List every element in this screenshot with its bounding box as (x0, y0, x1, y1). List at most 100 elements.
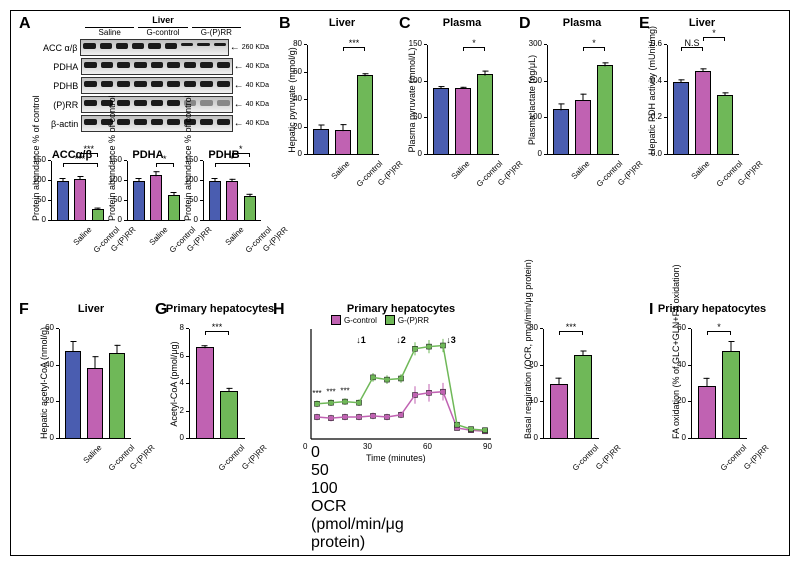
blot-arrow: ← (233, 80, 244, 91)
ylabel: Acetyl-CoA (pmol/μg) (169, 329, 179, 439)
blot-arrow: ← (233, 61, 244, 72)
blot-arrow: ← (233, 99, 244, 110)
bar (553, 109, 569, 155)
panelA-quant-1: 050100150SalineG-controlG-(P)RRProtein a… (127, 161, 185, 221)
significance-marker: * (156, 155, 174, 167)
significance-marker: N.S (681, 39, 703, 51)
bar (335, 130, 351, 155)
xlabel: G-control (718, 443, 748, 473)
ytick-label: 0 (42, 215, 46, 224)
significance-marker: * (463, 39, 485, 51)
bar (597, 65, 613, 155)
blot-group-label: G-control (138, 27, 187, 37)
panel-title: Liver (297, 17, 387, 29)
xlabel: Saline (450, 159, 472, 181)
bar (57, 181, 69, 221)
figure-container: ALiverSalineG-controlG-(P)RRACC α/β←260 … (10, 10, 790, 556)
panel-label-F: F (19, 301, 29, 319)
bar (477, 74, 493, 155)
panel-F: 0204060SalineG-controlG-(P)RRHepatic ace… (59, 329, 131, 439)
bar (575, 100, 591, 155)
xlabel: Saline (330, 159, 352, 181)
bar (87, 368, 103, 440)
blot-strip (81, 115, 232, 132)
panel-label-B: B (279, 15, 291, 33)
blot-mw: 40 KDa (244, 101, 269, 108)
panel-title: Primary hepatocytes (165, 303, 275, 315)
ylabel: Protein abundance % of control (107, 161, 117, 221)
ytick-label: 0 (534, 433, 538, 442)
panel-title: Plasma (537, 17, 627, 29)
ytick-label: 0 (118, 215, 122, 224)
ytick-label: 50 (311, 462, 329, 479)
ytick-label: 0 (538, 149, 542, 158)
svg-text:↓2: ↓2 (396, 335, 406, 345)
legend-label: G-control (344, 316, 377, 325)
ytick-label: 0 (194, 215, 198, 224)
xtick-label: 30 (363, 442, 372, 451)
ylabel: Hepatic acetyl-CoA (nmol/g) (39, 329, 49, 439)
blot-protein-label: ACC α/β (39, 43, 80, 53)
bar (209, 181, 221, 221)
blot-strip (81, 58, 232, 75)
panel-label-D: D (519, 15, 531, 33)
ylabel: Basal respiration (OCR, pmol/min/μg prot… (523, 329, 533, 439)
bar (74, 179, 86, 221)
bar (455, 88, 471, 155)
significance-marker: *** (559, 323, 584, 335)
blot-strip (81, 96, 232, 113)
significance-marker: *** (205, 323, 230, 335)
bar (550, 384, 568, 439)
ylabel: Protein abundance % of control (183, 161, 193, 221)
svg-text:***: *** (312, 389, 321, 398)
bar (65, 351, 81, 439)
bar (722, 351, 740, 439)
blot-group-label: Saline (85, 27, 134, 37)
bar (695, 71, 711, 155)
panel-C: 050100150SalineG-controlG-(P)RRPlasma py… (427, 45, 499, 155)
significance-marker: *** (343, 39, 365, 51)
significance-marker: * (232, 145, 250, 157)
bar (313, 129, 329, 155)
ylabel: Plasma lactate (ng/μL) (527, 45, 537, 155)
ytick-label: 4 (180, 378, 184, 387)
bar (433, 88, 449, 155)
ytick-label: 0 (682, 433, 686, 442)
blot-mw: 40 KDa (244, 82, 269, 89)
blot-mw: 40 KDa (244, 63, 269, 70)
xlabel: Saline (147, 225, 169, 247)
legend-label: G-(P)RR (398, 316, 429, 325)
svg-text:↓1: ↓1 (356, 335, 366, 345)
ytick-label: 6 (180, 351, 184, 360)
ytick-label: 0 (311, 444, 320, 461)
blot-protein-label: (P)RR (39, 100, 81, 110)
panel-title: Primary hepatocytes (321, 303, 481, 315)
svg-text:***: *** (340, 387, 349, 396)
ylabel: Hepatic PDH activity (mUnit/mg) (647, 45, 657, 155)
xlabel: Saline (71, 225, 93, 247)
panel-H-bar: 0102030G-controlG-(P)RRBasal respiration… (543, 329, 599, 439)
panel-title: Liver (657, 17, 747, 29)
significance-marker: *** (80, 145, 98, 157)
blot-mw: 40 KDa (244, 120, 269, 127)
blot-mw: 260 KDa (240, 44, 269, 51)
panel-E: 0.00.20.40.6SalineG-controlG-(P)RRHepati… (667, 45, 739, 155)
significance-marker: * (703, 29, 725, 41)
xlabel: Saline (82, 443, 104, 465)
bar (244, 196, 256, 221)
blot-arrow: ← (233, 118, 244, 129)
ylabel: Protein abundance % of control (31, 161, 41, 221)
bar (133, 181, 145, 221)
ytick-label: 0 (180, 433, 184, 442)
blot-protein-label: β-actin (39, 119, 81, 129)
ytick-label: 0 (418, 149, 422, 158)
panel-label-C: C (399, 15, 411, 33)
xlabel: Saline (570, 159, 592, 181)
bar (717, 95, 733, 156)
significance-marker: * (583, 39, 605, 51)
bar (574, 355, 592, 439)
panel-I: 0204060G-controlG-(P)RRFA oxidation (% o… (691, 329, 747, 439)
ylabel: OCR (pmol/min/μg protein) (311, 498, 421, 552)
xtick-label: 60 (423, 442, 432, 451)
panel-title: Liver (51, 303, 131, 315)
